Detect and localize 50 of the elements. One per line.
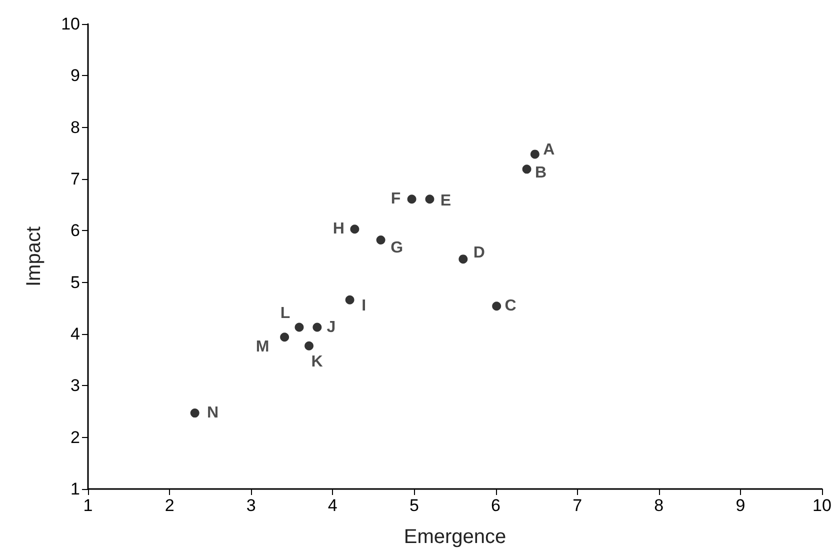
x-tick-label: 6 (491, 496, 501, 515)
annotation: C (504, 298, 517, 315)
point (312, 322, 322, 332)
y-axis-title: Impact (23, 226, 45, 287)
y-tick-label: 2 (70, 428, 80, 447)
y-tick-label: 5 (70, 272, 80, 292)
point (492, 302, 502, 311)
point (522, 164, 532, 174)
x-tick-label: 8 (654, 496, 664, 515)
annotation: L (280, 304, 290, 322)
point (190, 408, 200, 418)
y-tick-label: 3 (70, 376, 80, 396)
point (458, 254, 468, 264)
annotation: A (543, 142, 556, 159)
point (425, 194, 434, 204)
point (294, 322, 304, 332)
annotation: B (534, 164, 547, 182)
annotation: D (473, 244, 485, 262)
annotation: I (362, 297, 366, 314)
point (350, 224, 360, 234)
y-tick-label: 7 (70, 170, 80, 188)
y-tick-label: 4 (70, 324, 80, 344)
y-tick-label: 1 (70, 480, 80, 498)
point (345, 295, 354, 304)
annotation: F (390, 190, 401, 208)
y-tick-label: 6 (70, 221, 80, 240)
x-tick-label: 7 (572, 496, 582, 515)
annotation: M (256, 338, 270, 356)
annotation: H (332, 220, 344, 238)
annotation: G (390, 239, 404, 256)
x-tick-label: 5 (409, 496, 419, 515)
x-tick-label: 3 (246, 496, 256, 515)
x-tick-label: 2 (164, 496, 174, 515)
annotation: K (311, 353, 324, 370)
y-tick-label: 10 (61, 14, 80, 34)
annotation: J (326, 318, 336, 336)
annotation: N (207, 404, 219, 422)
x-tick-label: 4 (328, 496, 338, 515)
point (530, 150, 540, 159)
point (304, 341, 314, 350)
x-tick-label: 9 (736, 496, 746, 515)
x-axis-title: Emergence (404, 526, 506, 548)
annotation: E (440, 192, 452, 210)
y-tick-label: 8 (70, 118, 80, 137)
point (407, 194, 416, 204)
point (280, 332, 290, 342)
y-tick-label: 9 (70, 66, 80, 86)
x-tick-label: 1 (83, 496, 93, 515)
point (376, 235, 386, 244)
x-tick-label: 10 (812, 496, 832, 515)
